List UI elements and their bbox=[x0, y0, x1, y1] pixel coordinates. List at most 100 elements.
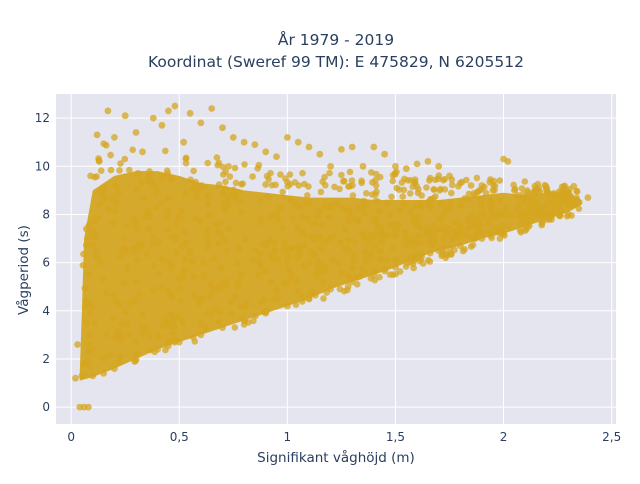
scatter-point bbox=[167, 290, 174, 297]
scatter-point bbox=[305, 295, 313, 303]
scatter-point bbox=[478, 235, 486, 242]
y-tick-label: 12 bbox=[35, 111, 50, 125]
scatter-point bbox=[207, 292, 214, 300]
scatter-point bbox=[341, 245, 349, 252]
scatter-point bbox=[112, 333, 119, 340]
scatter-point bbox=[435, 247, 443, 255]
scatter-point bbox=[442, 208, 449, 216]
scatter-point bbox=[146, 332, 153, 339]
x-tick-label: 0,5 bbox=[170, 430, 189, 444]
scatter-point bbox=[182, 154, 190, 162]
scatter-point bbox=[399, 193, 407, 200]
scatter-point bbox=[171, 323, 178, 331]
scatter-point bbox=[251, 247, 259, 254]
scatter-point bbox=[407, 208, 414, 216]
scatter-point bbox=[228, 310, 235, 318]
scatter-point bbox=[204, 159, 211, 167]
scatter-point bbox=[133, 278, 140, 286]
scatter-point bbox=[203, 232, 211, 239]
scatter-point bbox=[195, 300, 202, 308]
scatter-point bbox=[100, 196, 108, 203]
scatter-point bbox=[490, 177, 498, 185]
scatter-point bbox=[137, 240, 145, 248]
scatter-point bbox=[195, 187, 202, 194]
scatter-point bbox=[453, 228, 461, 235]
scatter-point bbox=[488, 211, 496, 218]
scatter-point bbox=[293, 254, 301, 262]
scatter-point bbox=[381, 267, 389, 275]
scatter-point bbox=[543, 201, 551, 209]
scatter-point bbox=[427, 196, 434, 204]
x-tick-label: 2 bbox=[500, 430, 508, 444]
scatter-point bbox=[267, 169, 274, 177]
scatter-point bbox=[358, 204, 366, 211]
scatter-point bbox=[437, 200, 444, 208]
scatter-point bbox=[338, 171, 345, 179]
scatter-point bbox=[456, 179, 464, 187]
scatter-point bbox=[424, 226, 431, 234]
scatter-point bbox=[413, 218, 420, 226]
scatter-point bbox=[376, 207, 383, 215]
scatter-point bbox=[262, 148, 270, 156]
scatter-point bbox=[93, 173, 100, 180]
scatter-point bbox=[430, 234, 437, 241]
scatter-point bbox=[478, 182, 486, 189]
scatter-point bbox=[432, 193, 439, 200]
scatter-point bbox=[434, 175, 442, 183]
scatter-point bbox=[400, 186, 408, 194]
scatter-point bbox=[93, 254, 101, 261]
scatter-point bbox=[443, 251, 451, 259]
scatter-point bbox=[154, 345, 162, 353]
scatter-point bbox=[225, 225, 232, 233]
scatter-point bbox=[337, 238, 344, 246]
scatter-point bbox=[392, 231, 400, 238]
scatter-point bbox=[496, 177, 504, 184]
scatter-point bbox=[237, 198, 244, 205]
scatter-point bbox=[435, 162, 443, 170]
scatter-point bbox=[304, 215, 312, 223]
scatter-point bbox=[376, 273, 383, 281]
scatter-point bbox=[222, 178, 229, 186]
scatter-point bbox=[550, 199, 557, 207]
scatter-point bbox=[316, 150, 324, 158]
scatter-point bbox=[217, 231, 224, 238]
scatter-point bbox=[223, 278, 231, 285]
scatter-point bbox=[301, 241, 308, 249]
scatter-point bbox=[100, 370, 107, 377]
scatter-point bbox=[242, 298, 250, 306]
scatter-point bbox=[386, 211, 394, 219]
scatter-point bbox=[234, 188, 242, 196]
scatter-point bbox=[120, 280, 127, 287]
scatter-point bbox=[138, 323, 145, 331]
scatter-point bbox=[274, 256, 282, 263]
scatter-point bbox=[376, 248, 384, 255]
scatter-point bbox=[199, 259, 207, 267]
scatter-point bbox=[556, 212, 564, 220]
scatter-point bbox=[307, 290, 315, 297]
scatter-point bbox=[256, 250, 264, 257]
scatter-point bbox=[111, 134, 118, 141]
scatter-point bbox=[85, 332, 93, 339]
scatter-point bbox=[192, 178, 199, 186]
scatter-point bbox=[294, 224, 301, 232]
scatter-point bbox=[363, 190, 370, 197]
scatter-point bbox=[292, 301, 300, 309]
scatter-point bbox=[299, 213, 307, 220]
scatter-point bbox=[176, 284, 184, 292]
scatter-point bbox=[80, 360, 88, 368]
scatter-point bbox=[97, 167, 105, 174]
scatter-point bbox=[340, 287, 348, 295]
scatter-point bbox=[473, 174, 481, 182]
scatter-point bbox=[465, 233, 473, 240]
scatter-point bbox=[93, 248, 100, 256]
scatter-point bbox=[115, 189, 122, 197]
scatter-point bbox=[341, 225, 349, 233]
scatter-point bbox=[521, 194, 529, 202]
scatter-point bbox=[368, 249, 375, 257]
scatter-point bbox=[139, 311, 147, 319]
scatter-point bbox=[85, 341, 92, 349]
scatter-point bbox=[112, 182, 120, 190]
scatter-point bbox=[348, 177, 356, 184]
scatter-point bbox=[85, 403, 92, 411]
scatter-point bbox=[252, 312, 259, 320]
